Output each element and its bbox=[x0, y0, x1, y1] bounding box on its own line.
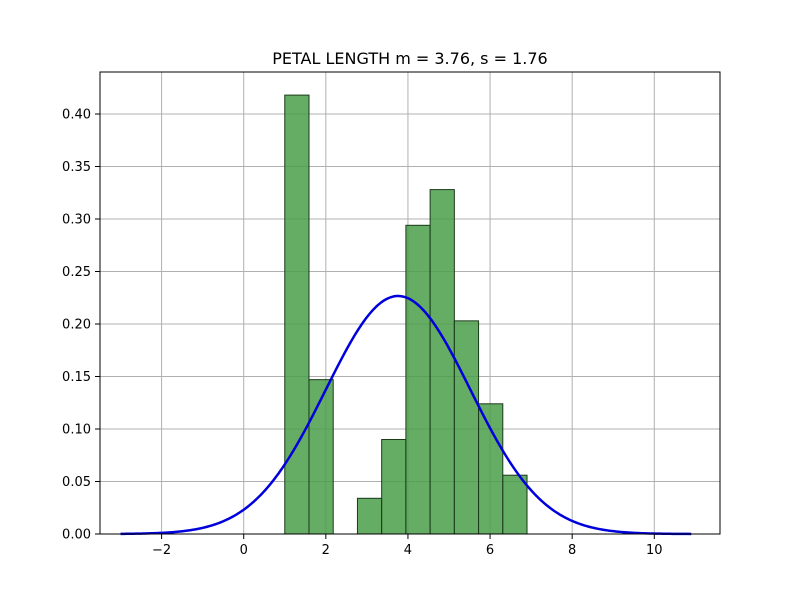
y-axis: 0.00 0.05 0.10 0.15 0.20 0.25 0.30 0.35 0.40 bbox=[62, 108, 100, 543]
y-tick-label: 0.10 bbox=[62, 423, 91, 438]
histogram-bar bbox=[502, 474, 528, 535]
histogram-bar bbox=[405, 224, 431, 535]
y-tick-label: 0.40 bbox=[62, 108, 91, 123]
y-tick-label: 0.35 bbox=[62, 160, 91, 175]
histogram-bar bbox=[356, 497, 383, 535]
y-tick-label: 0.15 bbox=[62, 370, 91, 385]
x-tick-label: 8 bbox=[568, 543, 576, 558]
normal-curve bbox=[120, 294, 692, 536]
x-tick-label: 0 bbox=[240, 543, 248, 558]
histogram-bar bbox=[381, 439, 407, 535]
x-tick-label: −2 bbox=[152, 543, 171, 558]
x-axis: −2 0 2 4 6 8 10 bbox=[152, 534, 663, 558]
y-tick-label: 0.25 bbox=[62, 265, 91, 280]
y-tick-label: 0.30 bbox=[62, 213, 91, 228]
x-tick-label: 6 bbox=[486, 543, 494, 558]
y-tick-label: 0.00 bbox=[62, 528, 91, 543]
x-tick-label: 4 bbox=[404, 543, 412, 558]
histogram-bar bbox=[453, 320, 480, 535]
y-tick-label: 0.05 bbox=[62, 475, 91, 490]
chart-title: PETAL LENGTH m = 3.76, s = 1.76 bbox=[272, 49, 547, 68]
x-tick-label: 2 bbox=[322, 543, 330, 558]
x-tick-label: 10 bbox=[646, 543, 663, 558]
y-tick-label: 0.20 bbox=[62, 318, 91, 333]
curve-layer bbox=[120, 294, 692, 536]
bars-layer bbox=[284, 94, 528, 535]
histogram-bar bbox=[429, 189, 455, 535]
histogram-bar bbox=[478, 403, 504, 535]
histogram-bar bbox=[284, 94, 310, 535]
histogram-bar bbox=[308, 379, 334, 535]
plot-frame bbox=[99, 71, 721, 535]
